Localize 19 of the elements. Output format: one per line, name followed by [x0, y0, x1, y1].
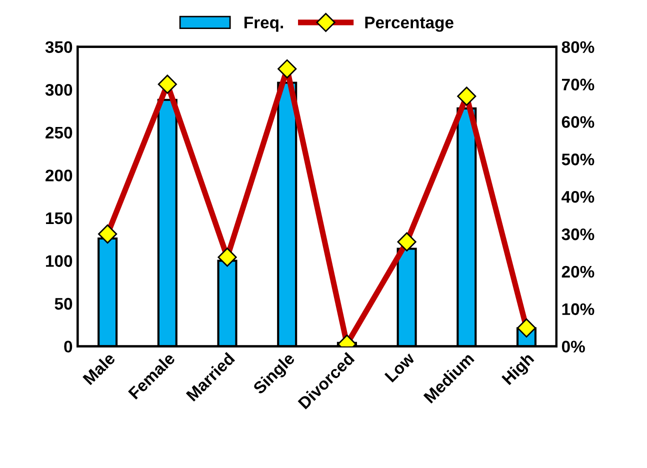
y2-tick-label: 80%: [562, 41, 594, 54]
y-tick-label: 350: [45, 41, 72, 54]
y2-tick-label: 30%: [562, 228, 594, 240]
y2-tick-label: 70%: [562, 78, 594, 90]
y-tick-label: 150: [46, 212, 72, 224]
y-tick-label: 0: [64, 340, 72, 353]
y2-tick-label: 20%: [562, 266, 594, 278]
y-tick-label: 250: [46, 126, 72, 139]
y2-tick-label: 10%: [562, 303, 594, 316]
y2-tick-label: 40%: [562, 190, 594, 203]
legend-label: Freq.: [244, 16, 283, 32]
y-tick-label: 300: [45, 84, 72, 96]
y2-tick-label: 0%: [562, 340, 585, 353]
y2-tick-label: 60%: [562, 116, 594, 128]
y-tick-label: 50: [54, 298, 72, 310]
y-tick-label: 200: [46, 170, 72, 182]
y2-tick-label: 50%: [562, 154, 594, 166]
legend-label: Percentage: [365, 16, 454, 32]
y-tick-label: 100: [46, 255, 72, 267]
